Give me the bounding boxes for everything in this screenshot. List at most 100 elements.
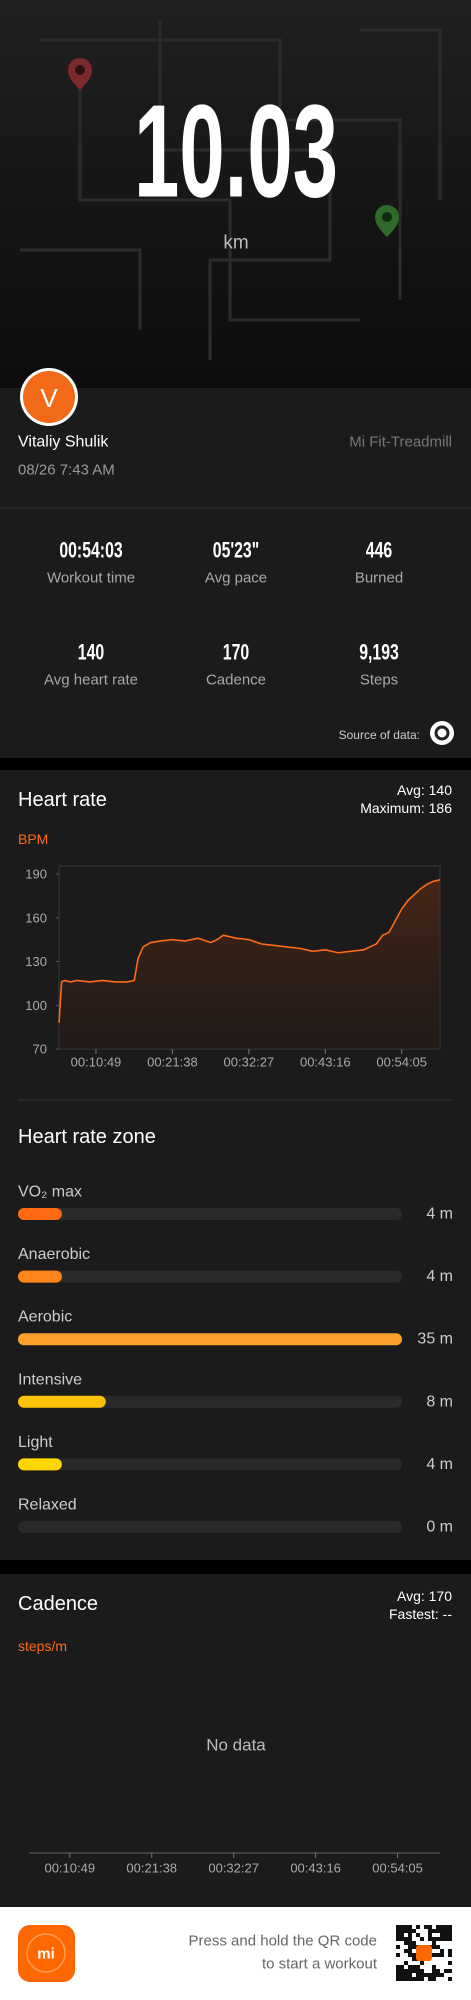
zone-value: 4 m — [426, 1206, 453, 1223]
qr-cell — [448, 1961, 452, 1965]
qr-cell — [448, 1933, 452, 1937]
qr-cell — [420, 1977, 424, 1981]
qr-cell — [400, 1965, 404, 1969]
source-icon-mark — [434, 725, 450, 741]
qr-cell — [404, 1937, 408, 1941]
qr-cell — [432, 1929, 436, 1933]
qr-cell — [412, 1957, 416, 1961]
stat-label: Cadence — [206, 672, 266, 689]
logo-text: mi — [37, 1946, 55, 1963]
stat-value: 9,193 — [359, 641, 399, 665]
avatar-initial: V — [40, 383, 58, 413]
qr-cell — [408, 1937, 412, 1941]
qr-cell — [400, 1925, 404, 1929]
qr-cell — [448, 1969, 452, 1973]
heart-rate-chart: 190 160 130 100 70 00:10:49 00:21:38 00:32:27 00… — [25, 865, 441, 1070]
profile-background — [0, 388, 471, 758]
qr-cell — [448, 1953, 452, 1957]
zone-label: Anaerobic — [18, 1246, 90, 1263]
heart-rate-max: Maximum: 186 — [360, 800, 452, 816]
stat-label: Steps — [360, 672, 398, 689]
start-pin — [68, 58, 92, 90]
zone-title: Heart rate zone — [18, 1126, 156, 1148]
stat-value: 170 — [223, 641, 249, 665]
qr-cell — [436, 1945, 440, 1949]
qr-cell — [404, 1949, 408, 1953]
workout-date: 08/26 7:43 AM — [18, 462, 115, 479]
qr-cell — [448, 1949, 452, 1953]
distance: 10.03 — [134, 78, 338, 225]
qr-cell — [436, 1929, 440, 1933]
qr-cell — [444, 1969, 448, 1973]
y-tick-label: 70 — [33, 1042, 47, 1057]
qr-cell — [408, 1933, 412, 1937]
stat-value: 446 — [366, 539, 392, 563]
y-tick-label: 100 — [25, 998, 47, 1013]
zone-label: Relaxed — [18, 1497, 77, 1514]
qr-cell — [404, 1977, 408, 1981]
logo-ring — [26, 1933, 66, 1973]
heart-rate-line — [58, 879, 441, 1023]
stats-grid: 00:54:03 Workout time 05'23" Avg pace 446 Bur… — [44, 539, 403, 689]
zone-label: Light — [18, 1434, 53, 1451]
heart-rate-unit: BPM — [18, 831, 48, 847]
qr-cell — [408, 1953, 412, 1957]
app-logo — [18, 1925, 75, 1982]
qr-cell — [396, 1969, 400, 1973]
qr-cell — [412, 1941, 416, 1945]
qr-cell — [424, 1925, 428, 1929]
zone-value: 0 m — [426, 1519, 453, 1536]
qr-cell — [420, 1969, 424, 1973]
x-tick-label: 00:43:16 — [290, 1861, 341, 1876]
qr-cell — [428, 1973, 432, 1977]
avatar — [23, 371, 75, 423]
zone-track — [18, 1521, 402, 1533]
qr-cell — [408, 1977, 412, 1981]
stat-value: 05'23" — [213, 539, 259, 563]
qr-cell — [432, 1965, 436, 1969]
qr-cell — [396, 1953, 400, 1957]
x-tick-label: 00:43:16 — [300, 1055, 351, 1070]
qr-cell — [428, 1977, 432, 1981]
zone-bar — [18, 1208, 62, 1220]
y-tick-label: 130 — [25, 954, 47, 969]
qr-cell — [432, 1945, 436, 1949]
qr-cell — [444, 1937, 448, 1941]
qr-cell — [408, 1925, 412, 1929]
qr-cell — [404, 1969, 408, 1973]
stat-label: Workout time — [47, 570, 135, 587]
qr-cell — [428, 1929, 432, 1933]
user-name: Vitaliy Shulik — [18, 434, 109, 451]
x-tick-label: 00:21:38 — [126, 1861, 177, 1876]
footer-line2: to start a workout — [262, 1956, 378, 1973]
qr-cell — [440, 1933, 444, 1937]
zone-label: Aerobic — [18, 1309, 72, 1326]
qr-cell — [440, 1949, 444, 1953]
stat-value: 140 — [78, 641, 104, 665]
qr-cell — [436, 1925, 440, 1929]
heart-section-background — [0, 770, 471, 1560]
x-tick-label: 00:54:05 — [376, 1055, 427, 1070]
zone-track — [18, 1208, 402, 1220]
qr-cell — [436, 1937, 440, 1941]
qr-cell — [396, 1929, 400, 1933]
qr-cell — [416, 1925, 420, 1929]
qr-cell — [448, 1925, 452, 1929]
qr-cell — [416, 1965, 420, 1969]
y-tick-label: 190 — [25, 867, 47, 882]
zone-value: 8 m — [426, 1393, 453, 1410]
source-icon — [430, 721, 454, 745]
distance-unit: km — [223, 233, 248, 254]
source-label: Source of data: — [339, 728, 420, 742]
cadence-section-background — [0, 1574, 471, 1907]
no-data-message: No data — [206, 1736, 266, 1755]
qr-cell — [404, 1961, 408, 1965]
zone-bar — [18, 1395, 106, 1408]
qr-cell — [404, 1925, 408, 1929]
qr-cell — [432, 1969, 436, 1973]
device-name: Mi Fit-Treadmill — [349, 434, 452, 451]
heart-rate-avg: Avg: 140 — [397, 782, 452, 798]
zone-value: 4 m — [426, 1268, 453, 1285]
qr-cell — [400, 1973, 404, 1977]
